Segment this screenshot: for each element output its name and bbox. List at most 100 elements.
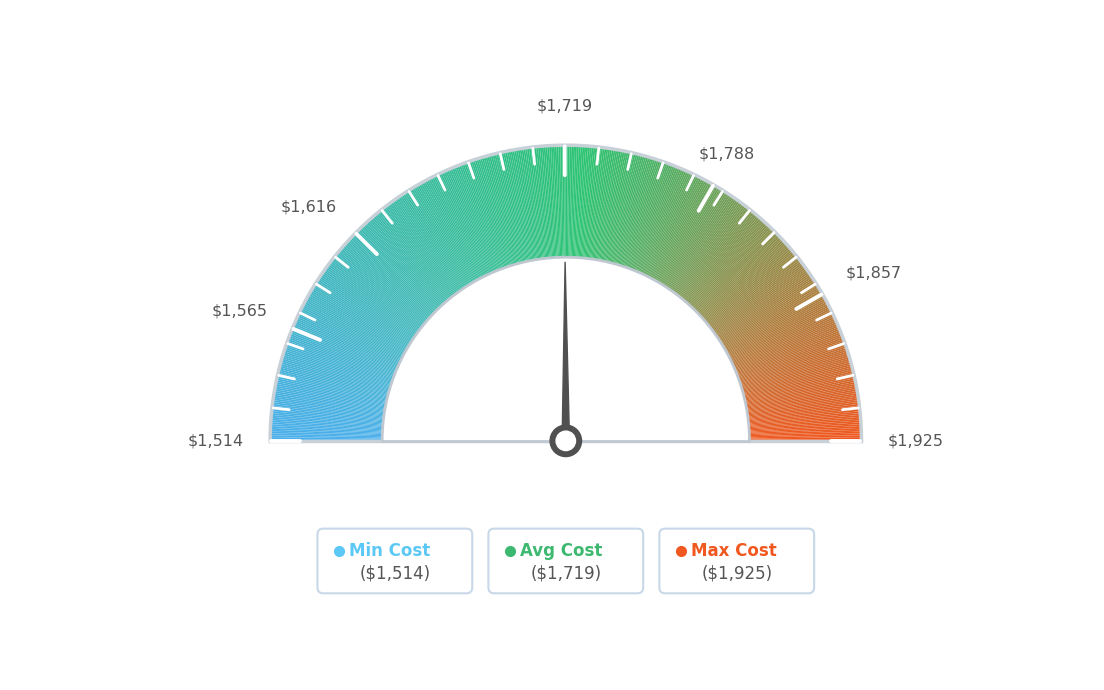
- Wedge shape: [367, 221, 449, 313]
- Wedge shape: [734, 369, 853, 400]
- Wedge shape: [647, 180, 707, 288]
- Wedge shape: [433, 176, 489, 286]
- Wedge shape: [591, 148, 611, 270]
- Wedge shape: [655, 187, 720, 293]
- Wedge shape: [395, 199, 467, 299]
- Wedge shape: [332, 258, 429, 335]
- Wedge shape: [733, 367, 852, 399]
- Wedge shape: [538, 146, 551, 268]
- Wedge shape: [667, 201, 740, 301]
- Wedge shape: [323, 270, 424, 342]
- Wedge shape: [724, 322, 837, 372]
- Wedge shape: [651, 184, 713, 290]
- Wedge shape: [503, 152, 530, 272]
- Wedge shape: [690, 235, 778, 321]
- Wedge shape: [393, 199, 466, 300]
- Wedge shape: [640, 174, 696, 285]
- Wedge shape: [720, 305, 829, 362]
- Wedge shape: [718, 300, 827, 359]
- Wedge shape: [736, 386, 857, 409]
- Wedge shape: [485, 156, 520, 274]
- Wedge shape: [611, 155, 645, 274]
- Wedge shape: [732, 360, 851, 395]
- Wedge shape: [702, 259, 800, 335]
- Wedge shape: [553, 146, 560, 268]
- Wedge shape: [454, 166, 501, 281]
- Wedge shape: [671, 206, 747, 304]
- Wedge shape: [273, 398, 394, 417]
- Wedge shape: [680, 218, 762, 311]
- Wedge shape: [518, 149, 539, 270]
- Wedge shape: [445, 170, 496, 283]
- Text: $1,514: $1,514: [188, 433, 244, 448]
- Wedge shape: [275, 389, 395, 412]
- Wedge shape: [554, 146, 561, 268]
- Wedge shape: [571, 146, 577, 268]
- Wedge shape: [277, 376, 396, 404]
- Wedge shape: [509, 150, 533, 271]
- Text: ($1,925): ($1,925): [701, 564, 773, 582]
- Wedge shape: [309, 292, 416, 355]
- Wedge shape: [270, 424, 393, 432]
- Wedge shape: [276, 378, 396, 405]
- Wedge shape: [270, 430, 393, 435]
- Wedge shape: [711, 281, 816, 348]
- Wedge shape: [540, 146, 552, 268]
- Wedge shape: [460, 164, 505, 279]
- Wedge shape: [315, 284, 418, 350]
- Wedge shape: [384, 206, 460, 304]
- Text: $1,719: $1,719: [537, 99, 593, 114]
- Wedge shape: [355, 232, 444, 319]
- Wedge shape: [567, 145, 572, 268]
- Wedge shape: [687, 229, 774, 317]
- Wedge shape: [699, 251, 794, 331]
- Wedge shape: [637, 171, 688, 283]
- Wedge shape: [731, 353, 849, 391]
- Wedge shape: [735, 384, 857, 408]
- Wedge shape: [659, 193, 728, 296]
- Wedge shape: [719, 304, 828, 362]
- Wedge shape: [694, 243, 786, 326]
- Wedge shape: [287, 341, 403, 383]
- Wedge shape: [739, 435, 861, 439]
- Wedge shape: [638, 172, 690, 284]
- Wedge shape: [286, 342, 403, 384]
- Wedge shape: [270, 420, 393, 430]
- Wedge shape: [729, 341, 845, 383]
- Wedge shape: [469, 161, 510, 277]
- Wedge shape: [293, 327, 406, 375]
- Wedge shape: [439, 172, 493, 284]
- Wedge shape: [739, 420, 861, 430]
- Wedge shape: [464, 163, 507, 278]
- Wedge shape: [320, 275, 423, 344]
- Wedge shape: [274, 391, 395, 413]
- Wedge shape: [598, 150, 623, 271]
- Wedge shape: [732, 357, 850, 393]
- Wedge shape: [548, 146, 556, 268]
- Wedge shape: [531, 147, 546, 269]
- Wedge shape: [661, 194, 731, 297]
- Wedge shape: [534, 147, 549, 268]
- Wedge shape: [272, 408, 394, 422]
- Wedge shape: [602, 152, 628, 272]
- Wedge shape: [659, 191, 725, 295]
- Wedge shape: [605, 152, 634, 273]
- Wedge shape: [270, 419, 393, 429]
- Wedge shape: [317, 279, 421, 347]
- Wedge shape: [411, 188, 476, 293]
- Wedge shape: [699, 253, 795, 331]
- Wedge shape: [725, 324, 838, 373]
- Wedge shape: [676, 212, 754, 307]
- Text: $1,788: $1,788: [699, 147, 755, 161]
- Wedge shape: [723, 318, 836, 370]
- Wedge shape: [276, 382, 396, 407]
- Wedge shape: [624, 162, 666, 278]
- Wedge shape: [733, 366, 852, 397]
- FancyBboxPatch shape: [318, 529, 473, 593]
- Wedge shape: [400, 195, 469, 297]
- Wedge shape: [581, 146, 594, 268]
- Wedge shape: [401, 194, 470, 297]
- Wedge shape: [514, 150, 537, 270]
- Wedge shape: [412, 187, 477, 293]
- Text: $1,925: $1,925: [888, 433, 944, 448]
